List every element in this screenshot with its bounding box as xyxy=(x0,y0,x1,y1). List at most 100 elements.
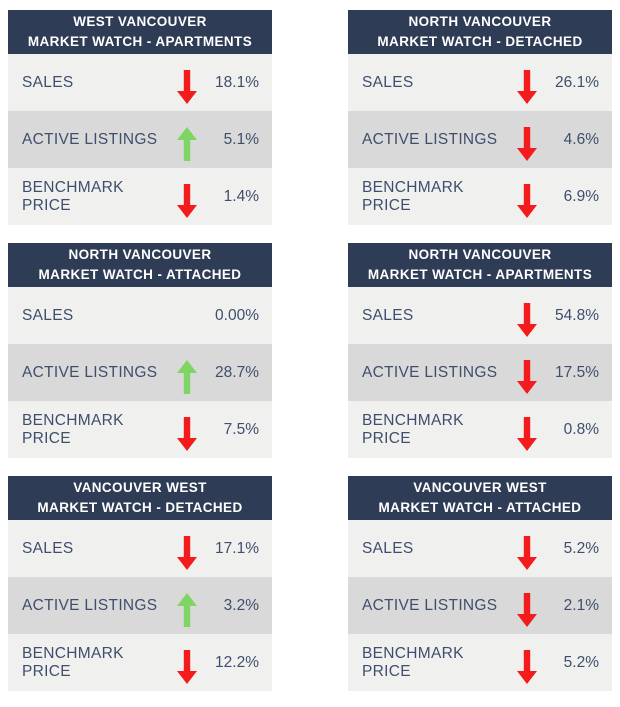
trend-arrow-icon xyxy=(517,69,537,104)
metric-row-active-listings: ACTIVE LISTINGS 3.2% xyxy=(8,577,272,634)
metric-row-benchmark-price: BENCHMARK PRICE 7.5% xyxy=(8,401,272,458)
card-header: NORTH VANCOUVER MARKET WATCH - ATTACHED xyxy=(8,243,272,287)
trend-arrow-icon xyxy=(177,359,197,394)
metric-value: 12.2% xyxy=(215,653,259,671)
metric-value: 17.5% xyxy=(555,363,599,381)
metric-label: BENCHMARK PRICE xyxy=(362,644,464,680)
trend-arrow-icon xyxy=(177,535,197,570)
down-arrow-icon xyxy=(517,592,537,627)
metric-value: 2.1% xyxy=(563,596,599,614)
metric-label: SALES xyxy=(362,306,414,324)
trend-arrow-icon xyxy=(517,302,537,337)
trend-arrow-icon xyxy=(517,359,537,394)
metric-row-active-listings: ACTIVE LISTINGS 2.1% xyxy=(348,577,612,634)
metric-label: ACTIVE LISTINGS xyxy=(22,596,158,614)
metric-value: 17.1% xyxy=(215,539,259,557)
metric-value: 4.6% xyxy=(563,130,599,148)
down-arrow-icon xyxy=(517,359,537,394)
metric-value: 0.8% xyxy=(563,420,599,438)
metric-value: 1.4% xyxy=(223,187,259,205)
card-title-line1: VANCOUVER WEST xyxy=(73,479,207,495)
card-title-line1: NORTH VANCOUVER xyxy=(68,246,212,262)
metric-value: 18.1% xyxy=(215,73,259,91)
card-title-line2: MARKET WATCH - APARTMENTS xyxy=(367,267,593,282)
metric-row-active-listings: ACTIVE LISTINGS 5.1% xyxy=(8,111,272,168)
market-watch-card-north-vancouver-attached: NORTH VANCOUVER MARKET WATCH - ATTACHED … xyxy=(8,243,272,458)
metric-label: BENCHMARK PRICE xyxy=(22,411,124,447)
down-arrow-icon xyxy=(177,416,197,451)
metric-value: 6.9% xyxy=(563,187,599,205)
metric-label: BENCHMARK PRICE xyxy=(362,411,464,447)
trend-arrow-icon xyxy=(517,183,537,218)
metric-row-active-listings: ACTIVE LISTINGS 28.7% xyxy=(8,344,272,401)
metric-label: ACTIVE LISTINGS xyxy=(362,130,498,148)
card-title-line2: MARKET WATCH - DETACHED xyxy=(37,500,243,515)
metric-value: 3.2% xyxy=(223,596,259,614)
up-arrow-icon xyxy=(177,592,197,627)
card-title-line1: VANCOUVER WEST xyxy=(413,479,547,495)
metric-row-benchmark-price: BENCHMARK PRICE 1.4% xyxy=(8,168,272,225)
down-arrow-icon xyxy=(517,126,537,161)
trend-arrow-icon xyxy=(177,69,197,104)
metric-label: BENCHMARK PRICE xyxy=(22,644,124,680)
down-arrow-icon xyxy=(177,69,197,104)
card-title-line1: WEST VANCOUVER xyxy=(73,13,207,29)
card-header: WEST VANCOUVER MARKET WATCH - APARTMENTS xyxy=(8,10,272,54)
card-header: NORTH VANCOUVER MARKET WATCH - APARTMENT… xyxy=(348,243,612,287)
metric-label: BENCHMARK PRICE xyxy=(362,178,464,214)
metric-row-benchmark-price: BENCHMARK PRICE 6.9% xyxy=(348,168,612,225)
metric-value: 7.5% xyxy=(223,420,259,438)
metric-label: SALES xyxy=(22,73,74,91)
card-title-line1: NORTH VANCOUVER xyxy=(408,246,552,262)
trend-arrow-icon xyxy=(517,416,537,451)
market-watch-card-north-vancouver-detached: NORTH VANCOUVER MARKET WATCH - DETACHED … xyxy=(348,10,612,225)
metric-row-benchmark-price: BENCHMARK PRICE 5.2% xyxy=(348,634,612,691)
metric-value: 5.2% xyxy=(563,539,599,557)
card-header: NORTH VANCOUVER MARKET WATCH - DETACHED xyxy=(348,10,612,54)
metric-row-active-listings: ACTIVE LISTINGS 17.5% xyxy=(348,344,612,401)
down-arrow-icon xyxy=(177,649,197,684)
up-arrow-icon xyxy=(177,359,197,394)
trend-arrow-icon xyxy=(517,535,537,570)
metric-value: 28.7% xyxy=(215,363,259,381)
card-title-line1: NORTH VANCOUVER xyxy=(408,13,552,29)
market-watch-card-vancouver-west-detached: VANCOUVER WEST MARKET WATCH - DETACHED S… xyxy=(8,476,272,691)
metric-row-sales: SALES 5.2% xyxy=(348,520,612,577)
metric-label: ACTIVE LISTINGS xyxy=(22,363,158,381)
metric-row-sales: SALES 18.1% xyxy=(8,54,272,111)
trend-arrow-icon xyxy=(177,303,197,337)
trend-arrow-icon xyxy=(177,592,197,627)
trend-arrow-icon xyxy=(517,126,537,161)
market-watch-card-north-vancouver-apartments: NORTH VANCOUVER MARKET WATCH - APARTMENT… xyxy=(348,243,612,458)
trend-arrow-icon xyxy=(177,649,197,684)
market-watch-card-west-vancouver-apartments: WEST VANCOUVER MARKET WATCH - APARTMENTS… xyxy=(8,10,272,225)
market-watch-card-vancouver-west-attached: VANCOUVER WEST MARKET WATCH - ATTACHED S… xyxy=(348,476,612,691)
metric-label: ACTIVE LISTINGS xyxy=(22,130,158,148)
down-arrow-icon xyxy=(517,183,537,218)
down-arrow-icon xyxy=(517,535,537,570)
metric-row-sales: SALES 26.1% xyxy=(348,54,612,111)
metric-label: BENCHMARK PRICE xyxy=(22,178,124,214)
metric-row-active-listings: ACTIVE LISTINGS 4.6% xyxy=(348,111,612,168)
trend-arrow-icon xyxy=(177,126,197,161)
trend-arrow-icon xyxy=(177,183,197,218)
card-title-line2: MARKET WATCH - APARTMENTS xyxy=(27,34,253,49)
metric-row-benchmark-price: BENCHMARK PRICE 12.2% xyxy=(8,634,272,691)
trend-arrow-icon xyxy=(177,416,197,451)
metric-value: 0.00% xyxy=(215,306,259,324)
down-arrow-icon xyxy=(177,183,197,218)
metric-row-sales: SALES 17.1% xyxy=(8,520,272,577)
down-arrow-icon xyxy=(517,69,537,104)
metric-label: SALES xyxy=(22,306,74,324)
metric-label: SALES xyxy=(362,73,414,91)
metric-label: ACTIVE LISTINGS xyxy=(362,596,498,614)
down-arrow-icon xyxy=(517,302,537,337)
metric-label: SALES xyxy=(362,539,414,557)
card-title-line2: MARKET WATCH - ATTACHED xyxy=(38,267,242,282)
card-grid: WEST VANCOUVER MARKET WATCH - APARTMENTS… xyxy=(8,10,620,691)
down-arrow-icon xyxy=(177,535,197,570)
card-title-line2: MARKET WATCH - DETACHED xyxy=(377,34,583,49)
metric-label: SALES xyxy=(22,539,74,557)
metric-label: ACTIVE LISTINGS xyxy=(362,363,498,381)
